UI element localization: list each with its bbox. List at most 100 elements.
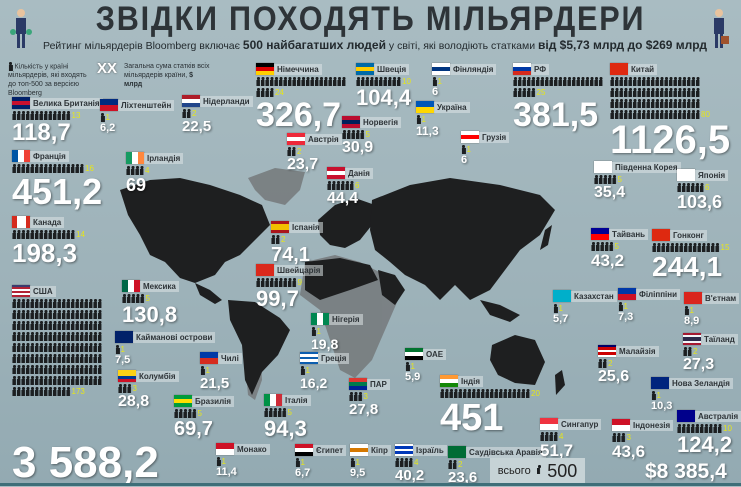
country-name: Таїланд [701, 333, 738, 345]
billionaire-count: 20 [531, 389, 540, 398]
total-wealth: 25,6 [598, 368, 630, 385]
asia [370, 178, 555, 300]
arabia [378, 270, 405, 305]
person-icons [683, 347, 692, 356]
billionaire-count: 5 [287, 408, 292, 417]
flag-icon [271, 221, 289, 233]
country-at: Австрія 2 23,7 [287, 133, 342, 173]
country-cl: Чилі 1 21,5 [200, 352, 242, 391]
billionaire-count-row: 2 [683, 347, 738, 356]
country-name: Єгипет [313, 444, 347, 456]
country-il: Ізраїль 4 40,2 [395, 444, 447, 483]
billionaire-count-row: 1 [200, 366, 242, 375]
south-america [228, 300, 290, 395]
billionaire-count-row: 16 [12, 164, 102, 173]
billionaire-count: 3 [626, 433, 631, 442]
total-wealth: 124,2 [677, 432, 733, 457]
person-icons [610, 110, 700, 119]
country-name: Казахстан [571, 290, 617, 302]
flag-icon [591, 228, 609, 240]
flag-icon [216, 443, 234, 455]
country-dk: Данія 6 44,4 [327, 167, 373, 207]
billionaire-count: 2 [458, 460, 463, 469]
flag-icon [182, 95, 200, 107]
flag-icon [598, 345, 616, 358]
flag-icon [327, 167, 345, 179]
total-wealth: 6,7 [295, 467, 311, 479]
person-icons [12, 299, 102, 308]
flag-icon [311, 313, 329, 325]
billionaire-count-row: 25 [513, 88, 603, 97]
person-icons [591, 242, 614, 251]
billionaire-count-row: 1 [216, 457, 270, 466]
total-wealth: 244,1 [652, 251, 723, 282]
country-sa: Саудівська Аравія 2 23,6 [448, 446, 546, 485]
person-icons [461, 145, 466, 154]
country-name: Іспанія [289, 221, 323, 233]
billionaire-count: 1 [466, 145, 471, 154]
country-ge: Грузія 1 6 [461, 131, 510, 166]
person-icons [440, 389, 530, 398]
billionaire-count: 1 [205, 366, 210, 375]
person-icons [610, 88, 700, 97]
billionaire-count: 2 [281, 235, 286, 244]
flag-icon [405, 348, 423, 360]
flag-icon [553, 290, 571, 302]
person-icons [311, 327, 316, 336]
total-wealth: 44,4 [327, 190, 359, 207]
person-icons [126, 166, 144, 175]
billionaire-count: 1 [300, 458, 305, 467]
person-icons [610, 99, 700, 108]
flag-icon [356, 63, 374, 75]
country-name: Чилі [218, 352, 242, 364]
billionaire-count-row [610, 99, 730, 108]
legend-count: Кількість у країні мільярдерів, які вход… [8, 62, 92, 98]
country-vn: В'єтнам 1 8,9 [684, 292, 740, 327]
country-name: Монако [234, 443, 270, 455]
billionaire-count: 3 [132, 384, 137, 393]
billionaire-count-row: 5 [594, 175, 681, 184]
billionaire-count-row: 1 [553, 304, 617, 313]
person-icons [12, 343, 102, 352]
billionaire-count: 6 [705, 183, 710, 192]
billionaire-count: 1 [305, 366, 310, 375]
country-ru: РФ 25 381,5 [513, 63, 603, 132]
billionaire-count-row: 1 [618, 302, 680, 311]
country-name: Швейцарія [274, 264, 324, 276]
person-icons [432, 77, 437, 86]
country-no: Норвегія 5 30,9 [342, 116, 402, 156]
country-jp: Японія 6 103,6 [677, 169, 729, 211]
person-icons [174, 409, 197, 418]
person-icons [416, 115, 421, 124]
billionaire-count: 10 [402, 77, 411, 86]
billionaire-count-row: 6 [327, 181, 373, 190]
flag-icon [652, 229, 670, 241]
country-name: Ліхтенштейн [118, 99, 175, 111]
billionaire-count-row: 1 [311, 327, 363, 336]
billionaire-count: 1 [120, 345, 125, 354]
billionaire-count: 2 [608, 359, 613, 368]
billionaire-count-row: 1 [461, 145, 509, 154]
country-in: Індія 20 451 [440, 375, 540, 437]
total-wealth: 8,9 [684, 315, 700, 327]
flag-icon [594, 161, 612, 173]
country-name: Бразилія [192, 395, 235, 407]
person-icons [256, 278, 297, 287]
person-icons [651, 391, 656, 400]
billionaire-count-row: 1 [684, 306, 739, 315]
country-name: Німеччина [274, 63, 322, 75]
total-wealth: 69,7 [174, 418, 213, 440]
country-name: Швеція [374, 63, 410, 75]
country-za: ПАР 3 27,8 [349, 378, 390, 417]
total-wealth: 43,2 [591, 251, 625, 270]
country-ae: ОАЕ 1 5,9 [405, 348, 447, 383]
total-wealth: 19,8 [311, 336, 339, 352]
country-hk: Гонконг 15 244,1 [652, 229, 729, 281]
country-mc: Монако 1 11,4 [216, 443, 270, 478]
billionaire-count: 80 [701, 110, 710, 119]
person-icons [513, 88, 536, 97]
flag-icon [12, 285, 30, 297]
country-name: Нова Зеландія [669, 377, 733, 389]
billionaire-count: 1 [355, 458, 360, 467]
billionaire-count-row: 1 [432, 77, 496, 86]
